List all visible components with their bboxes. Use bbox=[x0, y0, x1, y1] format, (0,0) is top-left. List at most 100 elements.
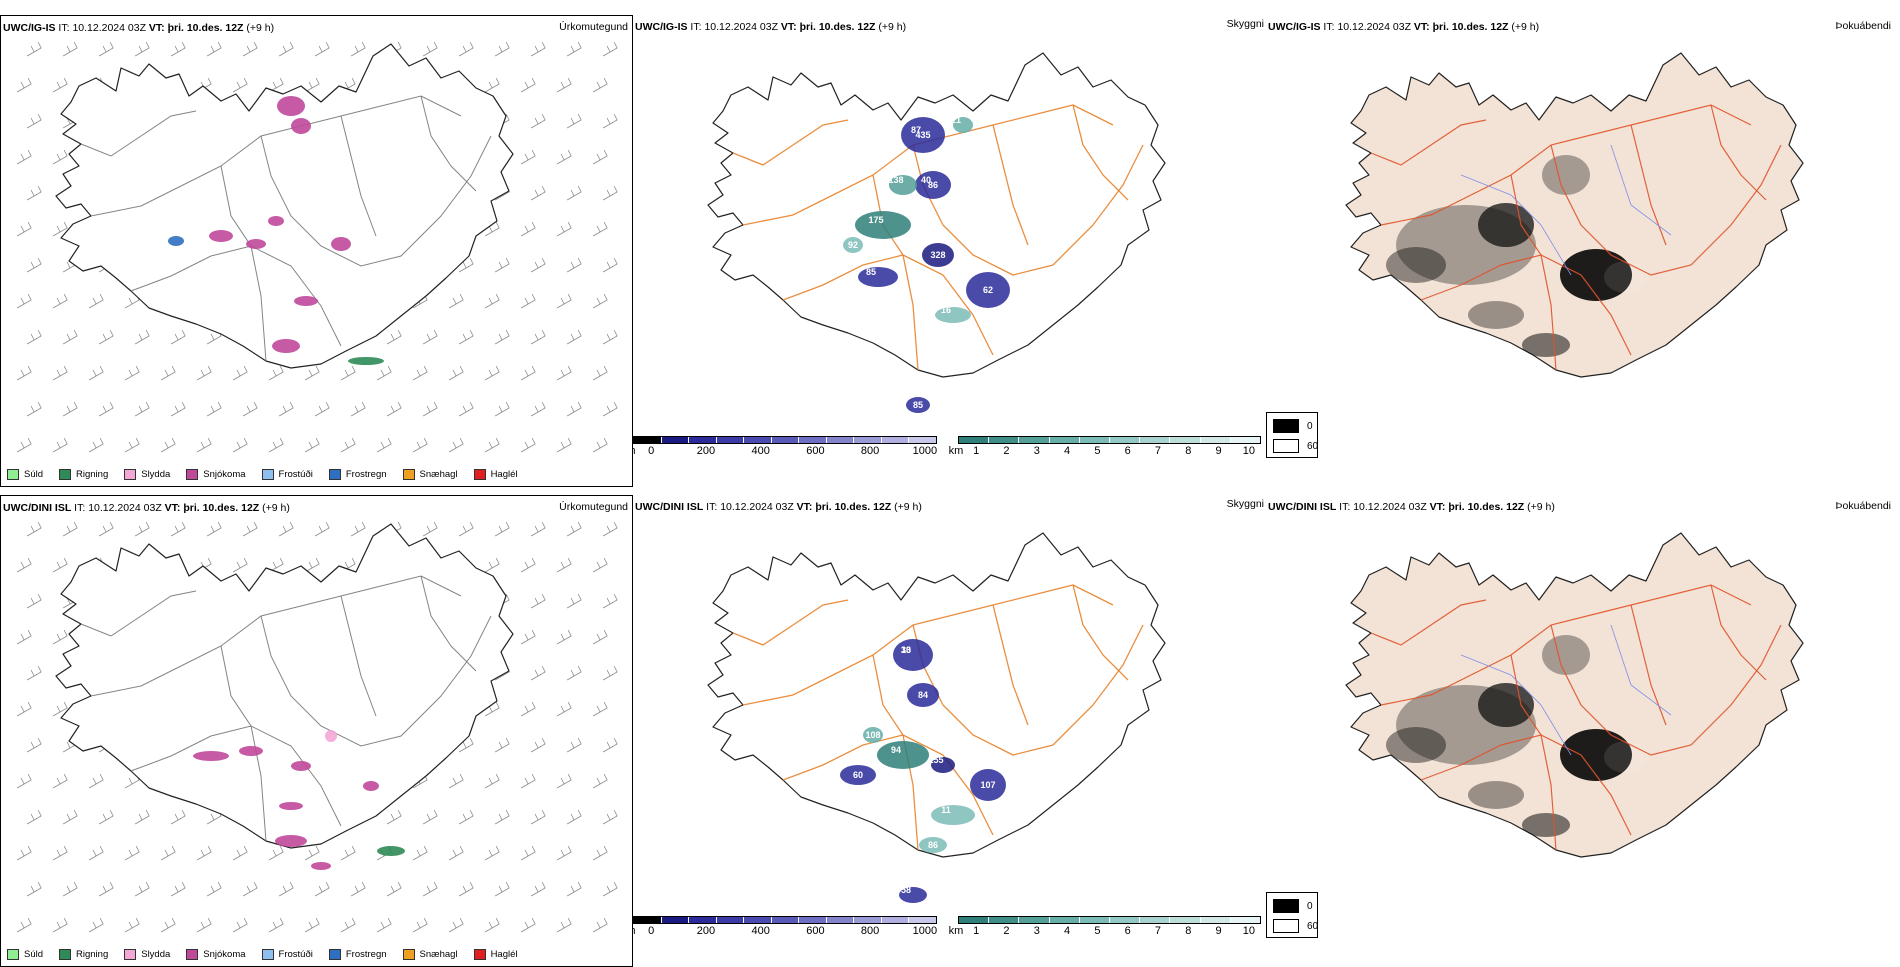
legend-label: Frostúði bbox=[278, 469, 313, 480]
colorbar-ticks: km 1 2 3 4 5 6 7 8 9 10 bbox=[949, 924, 1261, 938]
colorbar-tick-label: 6 bbox=[1124, 445, 1131, 457]
legend-swatch bbox=[328, 949, 341, 960]
fog-legend-item: 60 bbox=[1273, 919, 1318, 933]
ceiling-value-label: 328 bbox=[930, 250, 945, 260]
colorbar-segment bbox=[661, 437, 690, 443]
legend-swatch bbox=[473, 949, 486, 960]
legend-swatch bbox=[59, 949, 72, 960]
colorbar-ticks: m0 200 400 600 800 1000 bbox=[633, 924, 937, 938]
colorbar-segment bbox=[1200, 917, 1231, 923]
fog-panel-row1: UWC/IG-IS IT: 10.12.2024 03Z VT: þri. 10… bbox=[1266, 15, 1899, 487]
legend-label: 0 bbox=[1307, 900, 1313, 912]
colorbar-segment bbox=[909, 917, 937, 923]
panel-header: UWC/IG-IS IT: 10.12.2024 03Z VT: þri. 10… bbox=[635, 21, 907, 33]
ceiling-value-label: 62 bbox=[983, 285, 993, 295]
fog-legend: 0 60 bbox=[1266, 892, 1318, 938]
panel-header: UWC/DINI ISL IT: 10.12.2024 03Z VT: þri.… bbox=[635, 501, 922, 513]
precip-map bbox=[16, 521, 618, 933]
precip-legend-item: Súld bbox=[7, 469, 43, 480]
colorbar-tick-label: 1000 bbox=[912, 925, 938, 937]
visibility-panel-row2: UWC/DINI ISL IT: 10.12.2024 03Z VT: þri.… bbox=[633, 495, 1266, 967]
precip-legend-item: Haglél bbox=[473, 469, 518, 480]
colorbar-segment bbox=[1230, 917, 1261, 923]
ceiling-value-label: 60 bbox=[853, 770, 863, 780]
ceiling-value-label: 155 bbox=[928, 755, 943, 765]
colorbar-tick-label: 6 bbox=[1124, 925, 1131, 937]
panel-title: Úrkomutegund bbox=[559, 501, 628, 513]
legend-swatch bbox=[1273, 899, 1299, 913]
legend-swatch bbox=[402, 949, 415, 960]
precip-legend-item: Súld bbox=[7, 949, 43, 960]
colorbar-segment bbox=[854, 437, 882, 443]
colorbar-tick-label: 3 bbox=[1033, 925, 1040, 937]
colorbar-segment bbox=[799, 437, 827, 443]
legend-swatch bbox=[186, 469, 199, 480]
legend-label: Rigning bbox=[76, 469, 109, 480]
ceiling-value-label: 84 bbox=[918, 690, 928, 700]
colorbar-segment bbox=[744, 437, 772, 443]
precip-legend-item: Slydda bbox=[124, 949, 170, 960]
colorbar-segment bbox=[881, 437, 910, 443]
ceiling-value-label: 138 bbox=[888, 175, 903, 185]
legend-label: 60 bbox=[1307, 920, 1319, 932]
ceiling-colorbar: m0 200 400 600 800 1000 bbox=[633, 916, 937, 938]
panel-header: UWC/DINI ISL IT: 10.12.2024 03Z VT: þri.… bbox=[1268, 501, 1555, 513]
panel-title: Skyggni bbox=[1226, 18, 1264, 30]
precip-legend-item: Haglél bbox=[473, 949, 518, 960]
legend-swatch bbox=[473, 469, 486, 480]
colorbar-tick-label: 5 bbox=[1094, 925, 1101, 937]
precip-legend-item: Frostúði bbox=[261, 949, 313, 960]
colorbar-segment bbox=[1019, 437, 1050, 443]
legend-swatch bbox=[1273, 419, 1299, 433]
visibility-colorbar: km 1 2 3 4 5 6 7 8 9 10 bbox=[949, 916, 1261, 938]
colorbar-segment bbox=[744, 917, 772, 923]
visibility-map: 87 86 175 328 85 62 138 92 16 85 21 435 40 bbox=[707, 52, 1166, 413]
colorbar-segment bbox=[989, 437, 1020, 443]
precip-panel-row1: UWC/IG-IS IT: 10.12.2024 03Z VT: þri. 10… bbox=[0, 15, 633, 487]
colorbar-tick-label: 800 bbox=[860, 925, 880, 937]
legend-label: Súld bbox=[24, 469, 44, 480]
legend-swatch bbox=[261, 469, 274, 480]
legend-label: Haglél bbox=[490, 469, 518, 480]
colorbar-tick-label: 400 bbox=[751, 925, 770, 937]
panel-title: Þokuábendi bbox=[1835, 500, 1891, 512]
fog-legend: 0 60 bbox=[1266, 412, 1318, 458]
ceiling-value-label: 13 bbox=[901, 645, 911, 655]
colorbar-segment bbox=[799, 917, 827, 923]
precip-legend-item: Frostregn bbox=[328, 949, 387, 960]
colorbar-tick-label: 1 bbox=[973, 445, 980, 457]
fog-map bbox=[1345, 52, 1804, 378]
ceiling-value-label: 30 bbox=[901, 645, 911, 655]
legend-label: 60 bbox=[1307, 440, 1319, 452]
colorbar-tick-label: 2 bbox=[1003, 445, 1010, 457]
colorbar-segment bbox=[689, 917, 717, 923]
precip-legend-item: Snæhagl bbox=[402, 469, 458, 480]
colorbar-segment bbox=[826, 917, 855, 923]
colorbar-segment bbox=[1110, 437, 1141, 443]
colorbar-segment bbox=[661, 917, 690, 923]
visibility-colorbar: km 1 2 3 4 5 6 7 8 9 10 bbox=[949, 436, 1261, 458]
colorbar-tick-label: 200 bbox=[696, 925, 716, 937]
legend-swatch bbox=[186, 949, 199, 960]
colorbar-segment bbox=[1110, 917, 1141, 923]
colorbar-segment bbox=[881, 917, 910, 923]
legend-label: Frostregn bbox=[345, 949, 387, 960]
colorbar-tick-label: 7 bbox=[1154, 925, 1162, 937]
colorbar-strip bbox=[958, 436, 1261, 444]
ceiling-value-label: 16 bbox=[941, 305, 951, 315]
fog-legend-item: 0 bbox=[1273, 419, 1313, 433]
colorbar-segment bbox=[959, 437, 990, 443]
colorbar-unit: km bbox=[948, 925, 964, 937]
colorbar-unit: m bbox=[633, 925, 636, 937]
colorbar-segment bbox=[689, 437, 717, 443]
precip-legend-item: Rigning bbox=[59, 469, 108, 480]
precip-legend-item: Snæhagl bbox=[402, 949, 458, 960]
ceiling-colorbar: m0 200 400 600 800 1000 bbox=[633, 436, 937, 458]
panel-title: Skyggni bbox=[1226, 498, 1264, 510]
ceiling-value-label: 11 bbox=[941, 805, 951, 815]
visibility-panel-row1: UWC/IG-IS IT: 10.12.2024 03Z VT: þri. 10… bbox=[633, 15, 1266, 487]
legend-label: Rigning bbox=[76, 949, 109, 960]
legend-swatch bbox=[328, 469, 341, 480]
precip-legend-item: Snjókoma bbox=[186, 949, 246, 960]
legend-label: 0 bbox=[1307, 420, 1313, 432]
